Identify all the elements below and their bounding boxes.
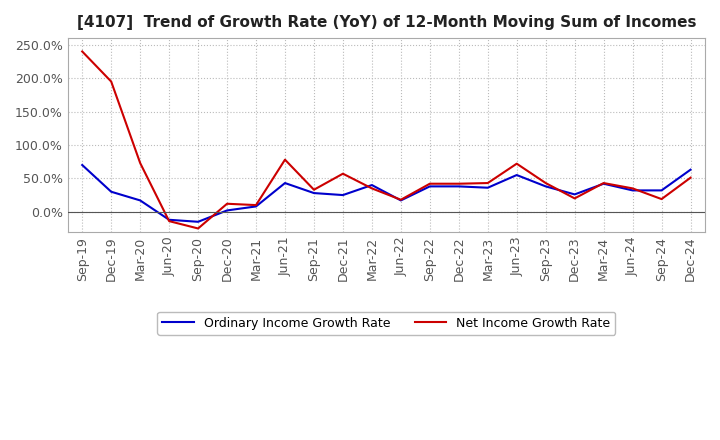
Net Income Growth Rate <box>252 202 261 208</box>
Net Income Growth Rate <box>454 181 463 187</box>
Ordinary Income Growth Rate <box>194 219 202 224</box>
Ordinary Income Growth Rate <box>310 191 318 196</box>
Net Income Growth Rate <box>426 181 434 187</box>
Ordinary Income Growth Rate <box>483 185 492 191</box>
Ordinary Income Growth Rate <box>599 181 608 187</box>
Net Income Growth Rate <box>107 79 115 84</box>
Title: [4107]  Trend of Growth Rate (YoY) of 12-Month Moving Sum of Incomes: [4107] Trend of Growth Rate (YoY) of 12-… <box>76 15 696 30</box>
Net Income Growth Rate <box>397 197 405 202</box>
Legend: Ordinary Income Growth Rate, Net Income Growth Rate: Ordinary Income Growth Rate, Net Income … <box>157 312 616 335</box>
Ordinary Income Growth Rate <box>338 192 347 198</box>
Ordinary Income Growth Rate <box>541 184 550 189</box>
Ordinary Income Growth Rate <box>686 167 695 172</box>
Ordinary Income Growth Rate <box>629 188 637 193</box>
Net Income Growth Rate <box>599 180 608 186</box>
Ordinary Income Growth Rate <box>570 192 579 197</box>
Ordinary Income Growth Rate <box>165 217 174 223</box>
Net Income Growth Rate <box>165 219 174 224</box>
Net Income Growth Rate <box>136 160 145 165</box>
Ordinary Income Growth Rate <box>107 189 115 194</box>
Net Income Growth Rate <box>657 196 666 202</box>
Ordinary Income Growth Rate <box>426 184 434 189</box>
Net Income Growth Rate <box>310 187 318 192</box>
Ordinary Income Growth Rate <box>657 188 666 193</box>
Net Income Growth Rate <box>629 186 637 191</box>
Ordinary Income Growth Rate <box>454 184 463 189</box>
Ordinary Income Growth Rate <box>252 204 261 209</box>
Ordinary Income Growth Rate <box>222 208 231 213</box>
Line: Ordinary Income Growth Rate: Ordinary Income Growth Rate <box>82 165 690 222</box>
Net Income Growth Rate <box>513 161 521 166</box>
Net Income Growth Rate <box>686 175 695 180</box>
Ordinary Income Growth Rate <box>136 198 145 203</box>
Net Income Growth Rate <box>541 180 550 186</box>
Net Income Growth Rate <box>368 186 377 191</box>
Ordinary Income Growth Rate <box>397 198 405 203</box>
Net Income Growth Rate <box>78 49 86 54</box>
Net Income Growth Rate <box>338 171 347 176</box>
Ordinary Income Growth Rate <box>513 172 521 178</box>
Net Income Growth Rate <box>570 196 579 201</box>
Net Income Growth Rate <box>281 157 289 162</box>
Net Income Growth Rate <box>483 180 492 186</box>
Ordinary Income Growth Rate <box>78 162 86 168</box>
Ordinary Income Growth Rate <box>281 180 289 186</box>
Ordinary Income Growth Rate <box>368 183 377 188</box>
Line: Net Income Growth Rate: Net Income Growth Rate <box>82 51 690 228</box>
Net Income Growth Rate <box>194 226 202 231</box>
Net Income Growth Rate <box>222 201 231 206</box>
